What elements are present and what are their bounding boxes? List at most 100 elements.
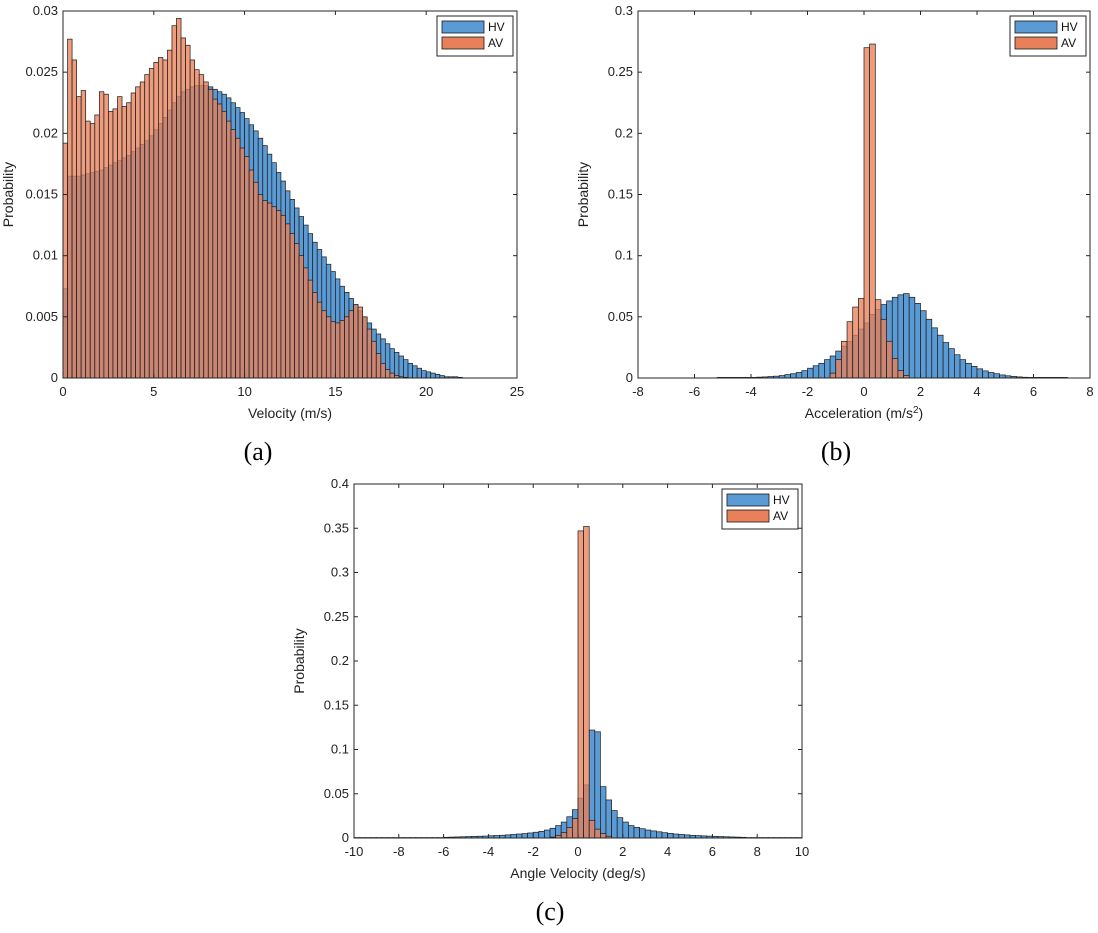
y-axis-label: Probability xyxy=(0,162,16,227)
bar-av-59 xyxy=(330,321,336,379)
y-tick-label: 0.15 xyxy=(324,697,349,712)
bar-av-2 xyxy=(841,340,848,379)
bar-av-61 xyxy=(339,320,345,379)
x-tick-label: 20 xyxy=(419,384,433,399)
bar-av-13 xyxy=(121,106,127,379)
bar-hv-80 xyxy=(425,371,432,379)
x-tick-label: -8 xyxy=(393,844,405,859)
bar-av-1 xyxy=(67,38,73,379)
bar-av-34 xyxy=(217,103,223,379)
bar-av-72 xyxy=(389,372,395,379)
bar-hv-74 xyxy=(398,355,404,379)
bar-av-57 xyxy=(321,310,327,379)
y-tick-label: 0.01 xyxy=(33,248,58,263)
y-tick-label: 0.3 xyxy=(615,3,633,18)
bar-hv-41 xyxy=(948,348,955,379)
x-tick-label: -8 xyxy=(632,384,644,399)
x-axis-label-sup: 2 xyxy=(913,405,919,416)
y-tick-label: 0 xyxy=(626,370,633,385)
y-tick-label: 0.015 xyxy=(25,187,58,202)
bar-hv-47 xyxy=(982,370,989,379)
bar-av-52 xyxy=(298,255,304,379)
chart-acceleration: -8 -6 -4 -2 0 2 4 6 8 0 0.05 0.1 0.15 0.2 0.25 0.3 Accel… xyxy=(575,3,1094,421)
legend-label-av: AV xyxy=(488,36,503,50)
x-tick-label: -2 xyxy=(802,384,814,399)
x-tick-label: 15 xyxy=(328,384,342,399)
bar-hv-73 xyxy=(394,351,400,379)
bar-av-4 xyxy=(572,818,579,839)
bar-av-4 xyxy=(852,306,859,379)
bar-av-11 xyxy=(891,358,899,379)
bar-av-44 xyxy=(262,200,268,379)
bar-av-20 xyxy=(153,62,159,379)
bar-av-67 xyxy=(366,328,373,379)
bar-hv-76 xyxy=(407,362,413,379)
bar-hv-50 xyxy=(633,827,640,839)
legend-label-av: AV xyxy=(1061,36,1076,50)
bar-hv-13 xyxy=(790,373,797,379)
legend: HV AV xyxy=(436,15,514,57)
y-axis-label: Probability xyxy=(291,628,307,693)
bar-av-36 xyxy=(226,120,232,379)
bar-hv-47 xyxy=(616,817,624,839)
bar-av-5 xyxy=(857,298,865,379)
bar-hv-78 xyxy=(416,367,423,379)
y-tick-label: 0.3 xyxy=(331,565,349,580)
bar-hv-14 xyxy=(795,372,803,379)
chart-velocity: 0 5 10 15 20 25 0 0.005 0.01 0.015 0.02 0.025 0.03 Ve… xyxy=(0,3,524,421)
x-tick-label: 8 xyxy=(754,844,761,859)
bar-hv-49 xyxy=(628,825,635,839)
x-tick-label: -6 xyxy=(438,844,450,859)
x-tick-label: 0 xyxy=(574,844,581,859)
bar-av-21 xyxy=(157,57,164,379)
bar-av-63 xyxy=(348,310,354,379)
bar-av-7 xyxy=(588,819,596,839)
bar-av-18 xyxy=(144,74,150,379)
x-tick-label: 10 xyxy=(237,384,251,399)
bar-av-42 xyxy=(253,181,259,379)
bar-hv-35 xyxy=(914,303,921,379)
bar-av-10 xyxy=(886,340,893,379)
bar-hv-33 xyxy=(538,831,545,839)
bar-av-6 xyxy=(583,526,590,839)
y-axis-label: Probability xyxy=(575,162,591,227)
y-tick-label: 0 xyxy=(51,370,58,385)
x-axis-label: Velocity (m/s) xyxy=(248,405,332,421)
bar-av-53 xyxy=(303,267,309,379)
bar-av-17 xyxy=(139,81,146,379)
bar-hv-30 xyxy=(521,833,528,839)
bar-hv-58 xyxy=(678,834,685,839)
bar-av-9 xyxy=(600,833,607,839)
y-tick-label: 0.2 xyxy=(615,125,633,140)
bar-av-3 xyxy=(846,321,854,379)
bar-av-41 xyxy=(248,169,255,379)
bar-av-40 xyxy=(244,156,250,379)
bar-av-50 xyxy=(289,233,295,379)
bar-hv-53 xyxy=(650,830,657,839)
bar-av-6 xyxy=(89,123,96,379)
bar-av-10 xyxy=(108,110,114,379)
bar-av-71 xyxy=(384,369,391,379)
x-tick-label: 0 xyxy=(860,384,867,399)
y-tick-label: 0.25 xyxy=(608,64,633,79)
bar-av-45 xyxy=(266,202,273,379)
x-tick-label: 2 xyxy=(917,384,924,399)
chart-angle-velocity: -10 -8 -6 -4 -2 0 2 4 6 8 10 0 0.05 0.1 0.15 0.2 0.25 0.3… xyxy=(291,476,809,881)
y-tick-label: 0.35 xyxy=(324,520,349,535)
y-tick-label: 0.15 xyxy=(608,187,633,202)
x-tick-label: 4 xyxy=(664,844,671,859)
x-tick-label: -6 xyxy=(689,384,701,399)
legend-swatch-hv xyxy=(441,20,485,34)
bar-av-8 xyxy=(874,299,882,379)
bar-hv-34 xyxy=(544,829,551,839)
bar-av-0 xyxy=(829,372,837,379)
bar-av-9 xyxy=(880,318,887,379)
bar-hv-82 xyxy=(434,373,441,379)
y-tick-label: 0.03 xyxy=(33,3,58,18)
bar-hv-35 xyxy=(549,827,556,839)
bar-av-56 xyxy=(316,301,323,379)
bar-hv-18 xyxy=(818,362,825,379)
legend-swatch-hv xyxy=(1014,20,1058,34)
bar-av-35 xyxy=(221,110,227,379)
x-tick-label: 0 xyxy=(59,384,66,399)
